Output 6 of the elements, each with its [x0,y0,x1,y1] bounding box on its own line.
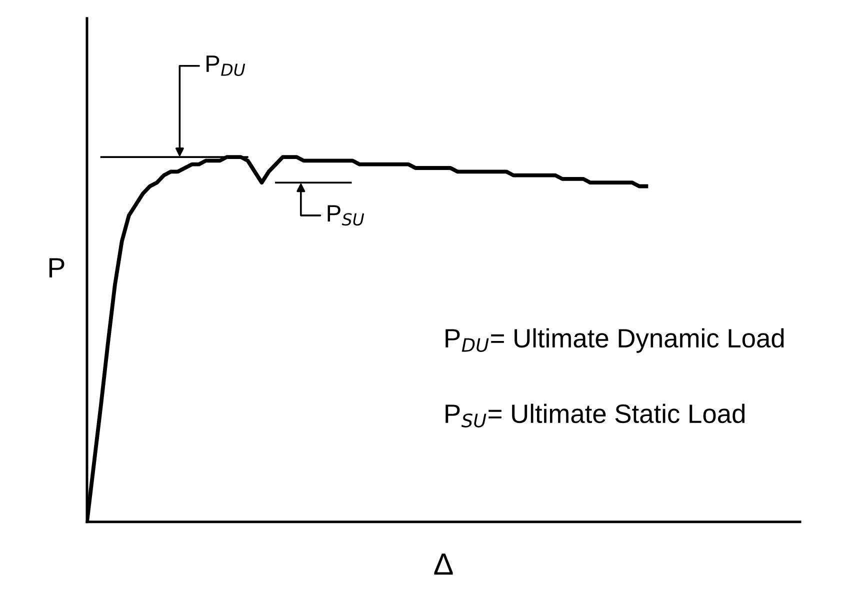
x-axis-title: Δ [434,554,453,575]
legend-label: P$_{SU}$ [328,205,364,226]
y-axis-title: P [49,258,64,278]
ref-line-label: P$_{DU}$ [206,56,246,76]
annotation: P$_{SU}$= Ultimate Static Load [446,404,745,428]
annotation: P$_{DU}$= Ultimate Dynamic Load [446,328,784,353]
